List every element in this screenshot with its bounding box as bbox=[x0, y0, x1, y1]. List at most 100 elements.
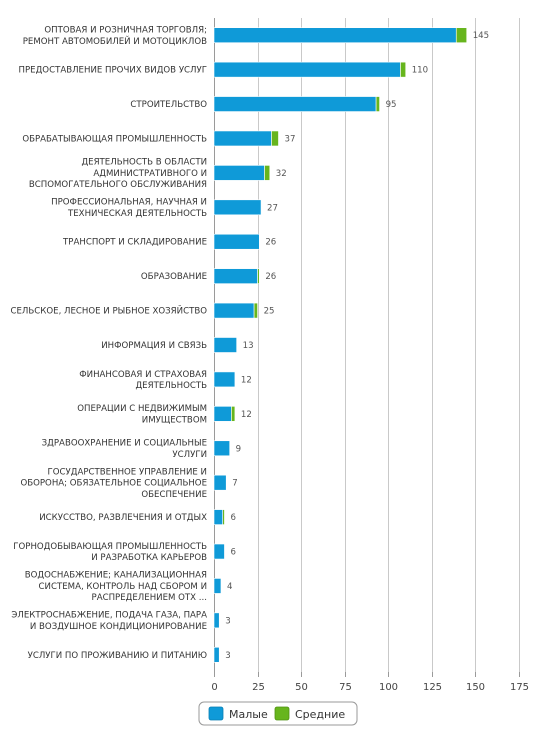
category-label-line: СИСТЕМА, КОНТРОЛЬ НАД СБОРОМ И bbox=[39, 582, 207, 592]
category-label-line: СТРОИТЕЛЬСТВО bbox=[130, 100, 207, 110]
data-label: 26 bbox=[265, 238, 276, 248]
category-label-line: ОПТОВАЯ И РОЗНИЧНАЯ ТОРГОВЛЯ; bbox=[44, 26, 207, 36]
category-label-line: ОБРАБАТЫВАЮЩАЯ ПРОМЫШЛЕННОСТЬ bbox=[22, 134, 207, 144]
data-labels: 145 110 95 37 32 27 26 26 25 13 12 12 9 7 6 6 4 3 3 bbox=[225, 31, 489, 661]
bar-small[interactable] bbox=[213, 578, 222, 594]
category-label-line: ИНФОРМАЦИЯ И СВЯЗЬ bbox=[101, 341, 207, 351]
data-label: 26 bbox=[265, 272, 276, 282]
data-label: 9 bbox=[236, 444, 241, 454]
legend-item-small[interactable]: Малые bbox=[208, 706, 268, 721]
bar-small[interactable] bbox=[213, 406, 232, 422]
bar-small[interactable] bbox=[213, 27, 457, 44]
x-tick-label: 100 bbox=[379, 682, 398, 693]
bar-small[interactable] bbox=[213, 646, 220, 663]
category-label-line: ДЕЯТЕЛЬНОСТЬ В ОБЛАСТИ bbox=[81, 158, 207, 168]
category-label: УСЛУГИ ПО ПРОЖИВАНИЮ И ПИТАНИЮ bbox=[28, 651, 207, 661]
category-label-line: РЕМОНТ АВТОМОБИЛЕЙ И МОТОЦИКЛОВ bbox=[23, 35, 207, 47]
category-label: ГОСУДАРСТВЕННОЕ УПРАВЛЕНИЕ И ОБОРОНА; ОБЯ… bbox=[20, 467, 207, 500]
category-label: ЗДРАВООХРАНЕНИЕ И СОЦИАЛЬНЫЕ УСЛУГИ bbox=[42, 439, 207, 460]
bar-small[interactable] bbox=[213, 61, 401, 78]
data-label: 12 bbox=[241, 410, 252, 420]
bar-small[interactable] bbox=[213, 543, 225, 560]
bar-medium[interactable] bbox=[257, 268, 260, 284]
data-label: 25 bbox=[264, 307, 275, 317]
category-label: ОБРАЗОВАНИЕ bbox=[141, 272, 207, 282]
category-label-line: ГОРНОДОБЫВАЮЩАЯ ПРОМЫШЛЕННОСТЬ bbox=[13, 542, 207, 552]
category-label: ЭЛЕКТРОСНАБЖЕНИЕ, ПОДАЧА ГАЗА, ПАРА И ВОЗ… bbox=[11, 611, 207, 632]
category-label-line: ВСПОМОГАТЕЛЬНОГО ОБСЛУЖИВАНИЯ bbox=[29, 180, 207, 190]
category-label-line: УСЛУГИ bbox=[172, 450, 207, 460]
category-label-line: РАСПРЕДЕЛЕНИЕМ ОТХ ... bbox=[92, 593, 207, 603]
bar-small[interactable] bbox=[213, 440, 230, 457]
bar-medium[interactable] bbox=[375, 96, 380, 112]
bar-medium[interactable] bbox=[271, 130, 279, 147]
x-tick-label: 75 bbox=[339, 682, 352, 693]
x-tick-label: 0 bbox=[211, 682, 217, 693]
bar-small[interactable] bbox=[213, 302, 255, 319]
bar-small[interactable] bbox=[213, 233, 260, 250]
legend-item-medium[interactable]: Средние bbox=[274, 706, 345, 721]
data-label: 6 bbox=[230, 513, 235, 523]
category-label-line: ГОСУДАРСТВЕННОЕ УПРАВЛЕНИЕ И bbox=[48, 467, 207, 477]
bar-small[interactable] bbox=[213, 612, 220, 629]
category-label-line: ПРЕДОСТАВЛЕНИЕ ПРОЧИХ ВИДОВ УСЛУГ bbox=[19, 66, 207, 76]
data-label: 27 bbox=[267, 203, 278, 213]
category-label-line: ОБЕСПЕЧЕНИЕ bbox=[141, 490, 207, 500]
bar-small[interactable] bbox=[213, 371, 236, 388]
category-label-line: ЗДРАВООХРАНЕНИЕ И СОЦИАЛЬНЫЕ bbox=[42, 439, 207, 449]
category-label: ПРОФЕССИОНАЛЬНАЯ, НАУЧНАЯ И ТЕХНИЧЕСКАЯ Д… bbox=[51, 198, 207, 219]
bar-small[interactable] bbox=[213, 165, 265, 181]
x-tick-label: 175 bbox=[510, 682, 529, 693]
bar-medium[interactable] bbox=[231, 406, 236, 422]
data-label: 145 bbox=[473, 31, 489, 41]
category-label: ФИНАНСОВАЯ И СТРАХОВАЯ ДЕЯТЕЛЬНОСТЬ bbox=[79, 370, 207, 391]
x-tick-label: 150 bbox=[466, 682, 485, 693]
x-tick-label: 25 bbox=[252, 682, 265, 693]
bar-medium[interactable] bbox=[253, 302, 258, 319]
x-tick-label: 50 bbox=[295, 682, 308, 693]
category-label-line: ВОДОСНАБЖЕНИЕ; КАНАЛИЗАЦИОННАЯ bbox=[25, 571, 207, 581]
gridlines bbox=[214, 18, 520, 672]
legend-label-medium: Средние bbox=[295, 708, 345, 721]
category-label: ВОДОСНАБЖЕНИЕ; КАНАЛИЗАЦИОННАЯ СИСТЕМА, К… bbox=[25, 571, 207, 604]
category-label: ДЕЯТЕЛЬНОСТЬ В ОБЛАСТИ АДМИНИСТРАТИВНОГО … bbox=[29, 158, 207, 191]
bar-medium[interactable] bbox=[264, 165, 271, 181]
category-label: ПРЕДОСТАВЛЕНИЕ ПРОЧИХ ВИДОВ УСЛУГ bbox=[19, 66, 207, 76]
category-label-line: ОБРАЗОВАНИЕ bbox=[141, 272, 207, 282]
category-label-line: ТЕХНИЧЕСКАЯ ДЕЯТЕЛЬНОСТЬ bbox=[67, 209, 207, 219]
data-label: 95 bbox=[386, 100, 397, 110]
data-label: 12 bbox=[241, 375, 252, 385]
category-label-line: ОБОРОНА; ОБЯЗАТЕЛЬНОЕ СОЦИАЛЬНОЕ bbox=[20, 479, 207, 489]
data-label: 110 bbox=[412, 66, 428, 76]
category-label-line: ДЕЯТЕЛЬНОСТЬ bbox=[135, 381, 207, 391]
bar-small[interactable] bbox=[213, 199, 262, 216]
data-label: 3 bbox=[225, 651, 230, 661]
category-label: ОБРАБАТЫВАЮЩАЯ ПРОМЫШЛЕННОСТЬ bbox=[22, 134, 207, 144]
data-label: 13 bbox=[243, 341, 254, 351]
bar-small[interactable] bbox=[213, 96, 377, 112]
category-label: ИСКУССТВО, РАЗВЛЕЧЕНИЯ И ОТДЫХ bbox=[39, 513, 207, 523]
category-label-line: ИМУЩЕСТВОМ bbox=[142, 415, 207, 425]
category-label-line: И РАЗРАБОТКА КАРЬЕРОВ bbox=[91, 553, 207, 563]
data-label: 4 bbox=[227, 582, 232, 592]
bar-small[interactable] bbox=[213, 474, 227, 491]
data-label: 3 bbox=[225, 616, 230, 626]
data-label: 32 bbox=[276, 169, 287, 179]
bar-medium[interactable] bbox=[400, 61, 407, 78]
data-label: 7 bbox=[232, 479, 237, 489]
bars bbox=[213, 27, 468, 663]
x-tick-label: 125 bbox=[423, 682, 442, 693]
legend-swatch-small bbox=[208, 706, 224, 721]
data-label: 37 bbox=[284, 134, 295, 144]
category-label-line: СЕЛЬСКОЕ, ЛЕСНОЕ И РЫБНОЕ ХОЗЯЙСТВО bbox=[10, 305, 207, 317]
bar-medium[interactable] bbox=[455, 27, 468, 44]
bar-small[interactable] bbox=[213, 130, 272, 147]
bar-small[interactable] bbox=[213, 268, 258, 284]
legend: Малые Средние bbox=[198, 701, 358, 726]
bar-small[interactable] bbox=[213, 509, 224, 525]
category-label-line: ТРАНСПОРТ И СКЛАДИРОВАНИЕ bbox=[62, 238, 207, 248]
category-label: ОПТОВАЯ И РОЗНИЧНАЯ ТОРГОВЛЯ; РЕМОНТ АВТО… bbox=[23, 26, 207, 47]
bar-small[interactable] bbox=[213, 337, 237, 353]
category-label-line: ПРОФЕССИОНАЛЬНАЯ, НАУЧНАЯ И bbox=[51, 198, 207, 208]
bar-medium[interactable] bbox=[222, 509, 225, 525]
